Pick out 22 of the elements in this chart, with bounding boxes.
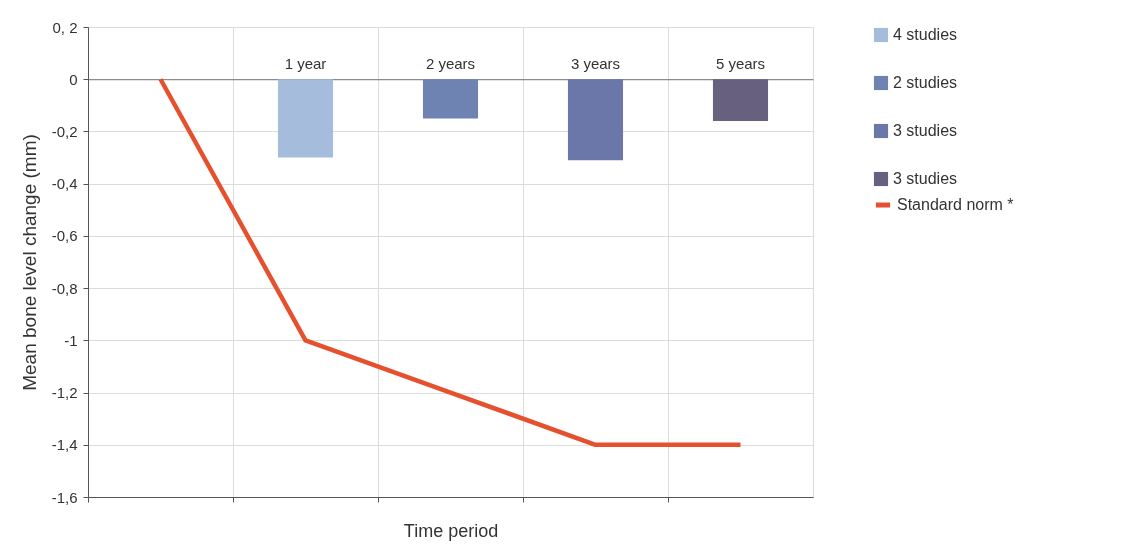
line-series	[158, 76, 743, 448]
y-tick-label: -0,6	[51, 227, 78, 245]
legend-label: 2 studies	[893, 74, 958, 91]
y-tick-label: -1,6	[51, 488, 78, 506]
x-tick-label: 1 year	[284, 54, 327, 72]
y-tick-label: 0	[69, 70, 78, 88]
y-tick-label: -0,8	[51, 279, 78, 297]
y-tick-label: 0, 2	[52, 18, 78, 36]
y-tick-label: -1,4	[51, 436, 78, 454]
y-axis-title: Mean bone level change (mm)	[18, 134, 40, 391]
y-tick-label: -0,4	[51, 175, 78, 193]
legend-label: 3 studies	[893, 170, 958, 187]
x-tick-label: 5 years	[715, 54, 766, 72]
y-tick-label: -1,2	[51, 384, 78, 402]
y-tick-label: -0,2	[51, 122, 78, 140]
legend-label: 3 studies	[893, 122, 958, 139]
legend-label: 4 studies	[893, 26, 958, 43]
x-tick-label: 3 years	[570, 54, 621, 72]
legend-label: Standard norm *	[897, 196, 1014, 213]
x-axis-title: Time period	[403, 521, 499, 541]
x-tick-label: 2 years	[425, 54, 476, 72]
y-tick-label: -1	[64, 331, 78, 349]
